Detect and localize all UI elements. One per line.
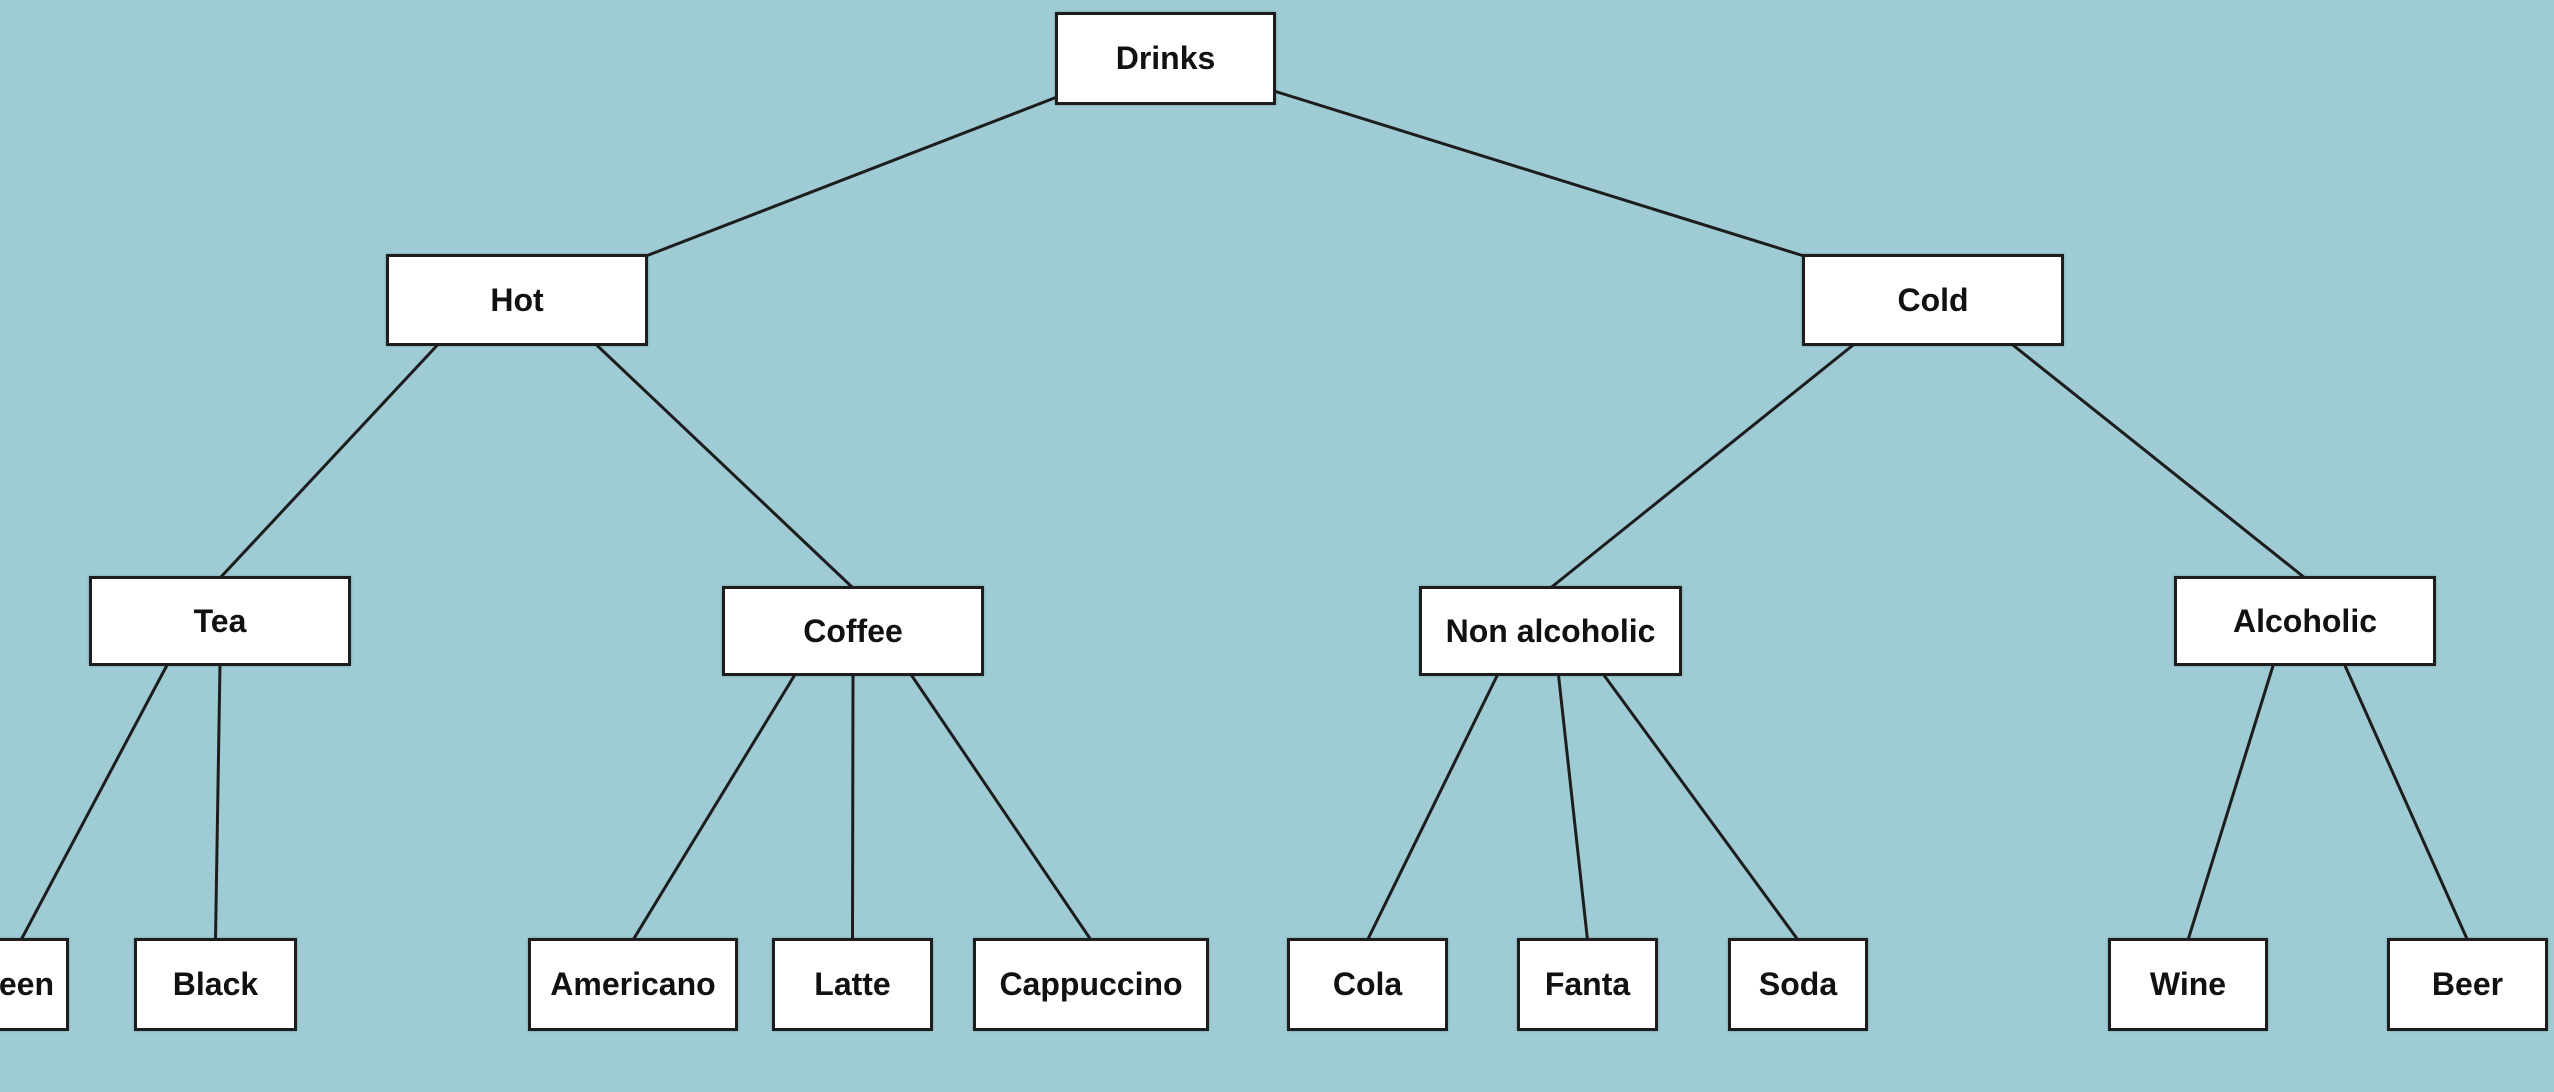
node-cola: Cola <box>1287 938 1448 1031</box>
node-label: Black <box>172 966 259 1002</box>
node-cappuccino: Cappuccino <box>973 938 1209 1031</box>
edge-coffee-to-cappuccino <box>909 673 1093 941</box>
node-label: Drinks <box>1115 40 1216 76</box>
edge-hot-to-coffee <box>594 342 855 590</box>
node-label: Alcoholic <box>2232 602 2377 639</box>
edge-cold-to-non_alcoholic <box>1549 342 1856 590</box>
node-hot: Hot <box>386 254 648 346</box>
edge-drinks-to-cold <box>1273 89 1805 258</box>
edge-tea-to-black <box>214 663 222 941</box>
edge-coffee-to-americano <box>631 673 797 941</box>
node-label: Coffee <box>803 612 903 649</box>
node-soda: Soda <box>1728 938 1868 1031</box>
edge-non_alcoholic-to-soda <box>1601 673 1800 941</box>
node-americano: Americano <box>528 938 738 1031</box>
node-latte: Latte <box>772 938 933 1031</box>
node-black: Black <box>134 938 297 1031</box>
node-label: Cola <box>1332 966 1403 1002</box>
node-alcoholic: Alcoholic <box>2174 576 2436 666</box>
node-label: Fanta <box>1544 966 1631 1002</box>
edge-drinks-to-hot <box>645 95 1058 258</box>
edge-alcoholic-to-beer <box>2342 663 2469 941</box>
node-label: Hot <box>490 281 544 318</box>
node-label: Tea <box>193 602 247 639</box>
edge-hot-to-tea <box>218 342 440 580</box>
node-label: Cold <box>1897 281 1969 318</box>
node-label: Beer <box>2431 966 2504 1002</box>
node-label: Latte <box>814 966 891 1002</box>
node-coffee: Coffee <box>722 586 984 676</box>
node-label: Green <box>0 966 54 1002</box>
node-tea: Tea <box>89 576 351 666</box>
edge-non_alcoholic-to-cola <box>1366 673 1500 941</box>
node-label: Americano <box>550 966 716 1002</box>
node-cold: Cold <box>1802 254 2064 346</box>
node-beer: Beer <box>2387 938 2548 1031</box>
edge-alcoholic-to-wine <box>2186 663 2275 941</box>
node-drinks: Drinks <box>1055 12 1276 105</box>
node-label: Cappuccino <box>999 966 1183 1002</box>
node-fanta: Fanta <box>1517 938 1658 1031</box>
node-label: Non alcoholic <box>1445 612 1656 649</box>
edge-tea-to-green <box>19 663 169 941</box>
node-non-alcoholic: Non alcoholic <box>1419 586 1682 676</box>
edge-non_alcoholic-to-fanta <box>1556 673 1589 941</box>
edge-cold-to-alcoholic <box>2010 342 2306 580</box>
node-label: Soda <box>1758 966 1838 1002</box>
node-wine: Wine <box>2108 938 2268 1031</box>
node-label: Wine <box>2149 966 2227 1002</box>
node-green: Green <box>0 938 69 1031</box>
edge-coffee-to-latte <box>851 673 855 941</box>
